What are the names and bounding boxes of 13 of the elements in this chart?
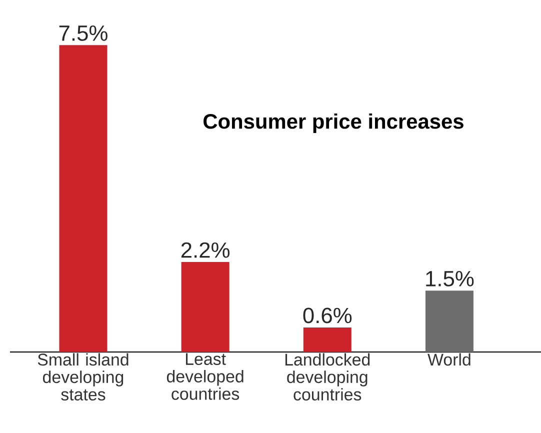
x-tick-label: Least developed countries xyxy=(166,353,244,400)
x-tick-label: Small island developing states xyxy=(38,353,128,401)
bar xyxy=(181,262,230,352)
bar xyxy=(425,290,474,352)
bar xyxy=(303,327,352,352)
data-label: 0.6% xyxy=(303,308,352,324)
data-label: 2.2% xyxy=(181,242,230,258)
x-tick-label: Landlocked developing countries xyxy=(285,353,370,401)
data-label: 7.5% xyxy=(59,25,108,41)
text: Consumer price increases xyxy=(204,113,464,133)
data-label: 1.5% xyxy=(426,271,474,286)
x-tick-label: World xyxy=(428,353,470,366)
bar xyxy=(59,45,108,352)
